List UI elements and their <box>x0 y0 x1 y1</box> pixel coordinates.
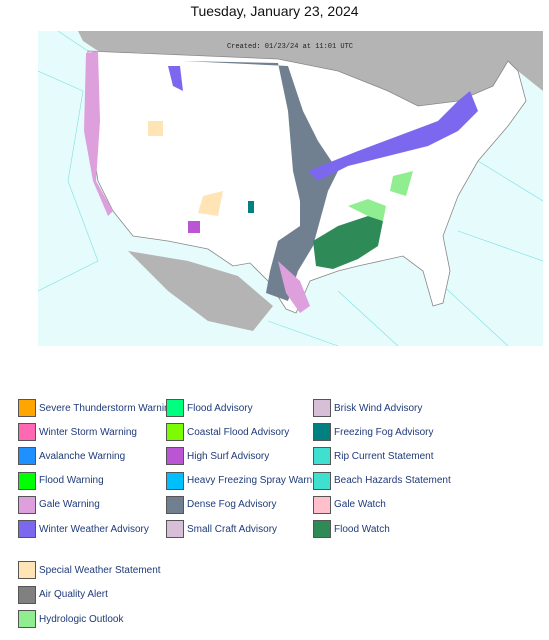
legend-swatch <box>18 520 36 538</box>
legend-item: Brisk Wind Advisory <box>313 398 422 418</box>
legend-item: Small Craft Advisory <box>166 519 277 539</box>
legend-label: Gale Watch <box>334 499 386 511</box>
legend-swatch <box>313 399 331 417</box>
gale-warning-area <box>84 51 113 216</box>
legend-swatch <box>166 399 184 417</box>
legend-item: Flood Warning <box>18 471 104 491</box>
legend-item: Heavy Freezing Spray Warning <box>166 471 326 491</box>
legend-item: Freezing Fog Advisory <box>313 422 434 442</box>
legend-swatch <box>18 495 36 514</box>
legend-swatch <box>313 495 331 514</box>
legend-label: High Surf Advisory <box>187 450 270 462</box>
legend-swatch <box>18 610 36 628</box>
legend-item: Hydrologic Outlook <box>18 609 123 629</box>
legend-item: Special Weather Statement <box>18 560 161 580</box>
legend-swatch <box>166 520 184 538</box>
legend-label: Winter Weather Advisory <box>39 523 149 535</box>
hydrologic-outlook-area-2 <box>390 171 413 196</box>
winter-weather-area-west <box>168 66 183 91</box>
legend-label: Avalanche Warning <box>39 450 126 462</box>
legend-label: Flood Watch <box>334 523 390 535</box>
legend-label: Winter Storm Warning <box>39 426 137 438</box>
legend-swatch <box>18 561 36 579</box>
legend-swatch <box>313 471 331 490</box>
legend-label: Special Weather Statement <box>39 564 161 576</box>
legend-label: Small Craft Advisory <box>187 523 278 535</box>
special-statement-area-2 <box>148 121 163 136</box>
freezing-fog-area <box>248 201 254 213</box>
dense-fog-area <box>183 61 338 301</box>
legend-swatch <box>313 447 331 466</box>
small-craft-coast <box>278 261 310 313</box>
legend-swatch <box>18 399 36 417</box>
marine-zones <box>38 31 543 346</box>
legend-label: Freezing Fog Advisory <box>334 426 434 438</box>
legend-swatch <box>166 447 184 466</box>
legend-label: Heavy Freezing Spray Warning <box>187 475 326 487</box>
legend-label: Flood Warning <box>39 475 104 487</box>
legend-item: Avalanche Warning <box>18 446 125 466</box>
legend-item: Flood Watch <box>313 519 390 539</box>
legend-label: Air Quality Alert <box>39 589 108 600</box>
legend-item: Coastal Flood Advisory <box>166 422 289 442</box>
legend-item: Winter Weather Advisory <box>18 519 149 539</box>
legend-swatch <box>313 423 331 442</box>
legend-item: Flood Advisory <box>166 398 253 418</box>
legend-item: Severe Thunderstorm Warning <box>18 398 175 418</box>
legend-swatch <box>166 471 184 490</box>
legend-label: Dense Fog Advisory <box>187 499 277 511</box>
special-statement-area <box>198 191 223 216</box>
legend-item: Rip Current Statement <box>313 446 434 466</box>
legend-swatch <box>18 585 36 604</box>
legend-swatch <box>166 423 184 442</box>
legend-label: Gale Warning <box>39 499 100 511</box>
legend-item: Dense Fog Advisory <box>166 495 277 515</box>
legend-item: Gale Warning <box>18 495 100 515</box>
legend-swatch <box>313 520 331 538</box>
legend-label: Severe Thunderstorm Warning <box>39 402 176 414</box>
legend-item: Winter Storm Warning <box>18 422 137 442</box>
winter-weather-area <box>308 91 478 181</box>
legend-label: Brisk Wind Advisory <box>334 402 423 414</box>
created-stamp: Created: 01/23/24 at 11:01 UTC <box>227 43 353 51</box>
page-title: Tuesday, January 23, 2024 <box>190 3 359 19</box>
legend-item: Beach Hazards Statement <box>313 471 451 491</box>
legend-label: Beach Hazards Statement <box>334 475 451 487</box>
legend-swatch <box>166 495 184 514</box>
legend-label: Rip Current Statement <box>334 450 434 462</box>
legend-swatch <box>18 423 36 442</box>
canada <box>78 31 543 106</box>
mexico <box>128 251 273 331</box>
flood-watch-area <box>313 216 383 269</box>
legend-item: Gale Watch <box>313 495 386 515</box>
legend-item: High Surf Advisory <box>166 446 269 466</box>
legend-swatch <box>18 471 36 490</box>
high-surf-area <box>188 221 200 233</box>
legend-label: Coastal Flood Advisory <box>187 426 290 438</box>
alert-map: Created: 01/23/24 at 11:01 UTC <box>38 31 543 346</box>
legend-label: Flood Advisory <box>187 402 253 414</box>
legend-item: Air Quality Alert <box>18 585 108 605</box>
legend-swatch <box>18 447 36 466</box>
legend-label: Hydrologic Outlook <box>39 613 124 625</box>
hydrologic-outlook-area <box>348 199 386 221</box>
